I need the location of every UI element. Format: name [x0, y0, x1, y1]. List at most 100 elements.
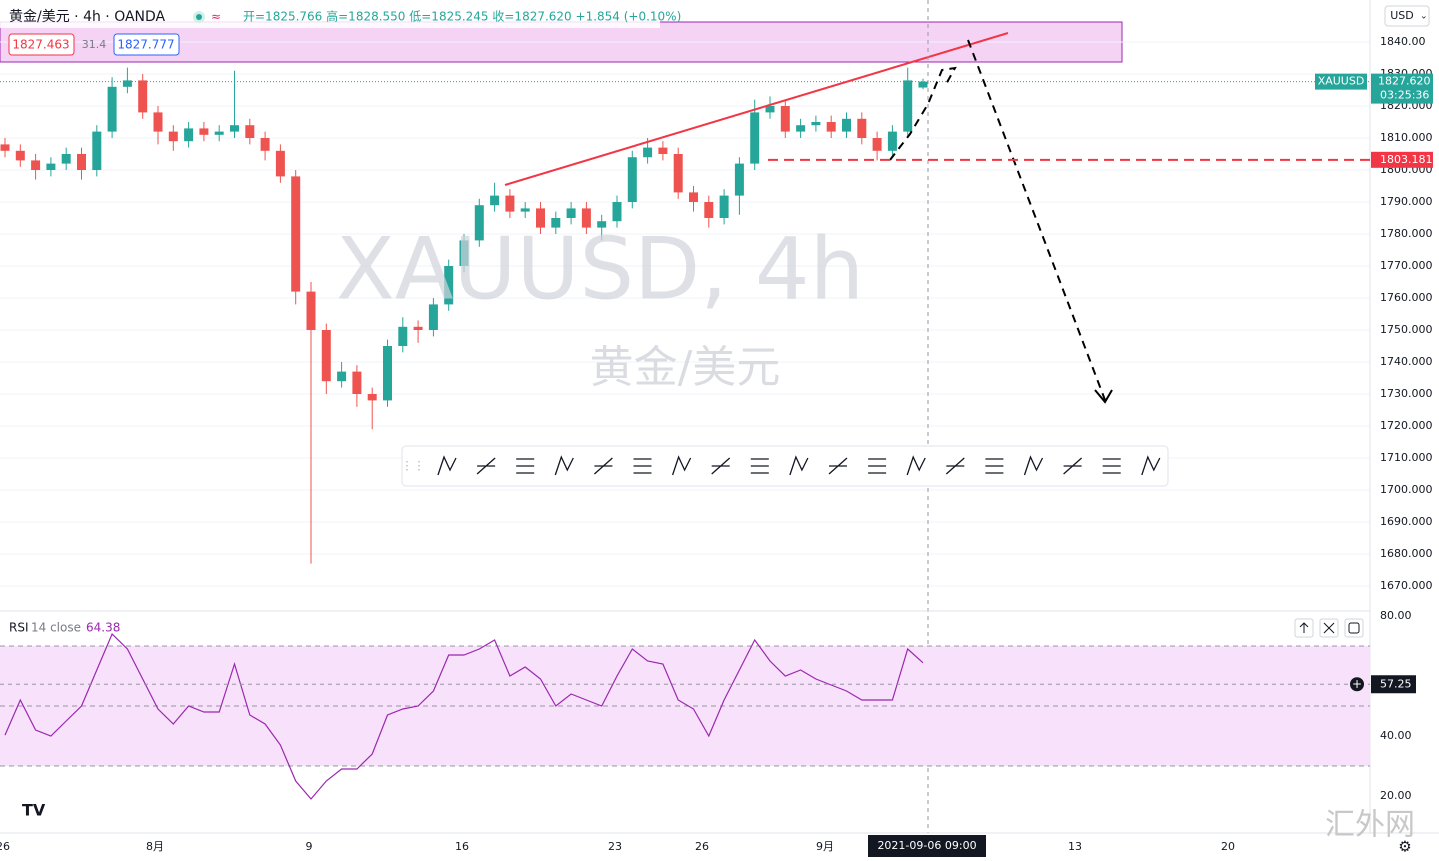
arrow-head: [1094, 389, 1113, 404]
tool-icon: [1063, 457, 1083, 475]
x-tick-label: 26: [695, 840, 709, 853]
tool-button[interactable]: [510, 451, 540, 481]
candle-body: [658, 147, 668, 154]
currency[interactable]: USD: [1390, 9, 1414, 22]
bid[interactable]: 1827.463: [12, 38, 69, 52]
currency-button[interactable]: [1384, 5, 1430, 27]
candle-body: [719, 195, 729, 218]
candle-body: [337, 371, 347, 382]
x-tick-label: 23: [608, 840, 622, 853]
candle-body: [107, 86, 117, 132]
tool-hit[interactable]: [784, 451, 814, 481]
candle-body: [673, 154, 683, 193]
legend-bg: [0, 4, 660, 28]
candle-body: [352, 371, 362, 394]
candle-body: [138, 80, 148, 113]
tool-hit[interactable]: [901, 451, 931, 481]
candle-body: [168, 131, 178, 142]
tool-hit[interactable]: [1019, 451, 1049, 481]
y-tick-label: 1760.000: [1380, 291, 1433, 304]
tool-button[interactable]: [745, 451, 775, 481]
candle-body: [872, 138, 882, 151]
tool-icon: [1023, 455, 1044, 476]
candle-body: [306, 291, 316, 330]
site-watermark: 汇外网: [1325, 808, 1415, 843]
trend-line: [504, 32, 1009, 186]
pane-controls: [1294, 618, 1364, 638]
x-tick-label: 9月: [816, 840, 834, 853]
tool-hit[interactable]: [549, 451, 579, 481]
rsi-legend: RSI: [9, 621, 29, 635]
x-tick-label: 16: [455, 840, 469, 853]
tool-button[interactable]: [979, 451, 1009, 481]
logo[interactable]: TV: [22, 801, 46, 820]
tool-button[interactable]: [432, 451, 462, 481]
candle-body: [903, 80, 913, 132]
candle-body: [245, 125, 255, 138]
tool-button[interactable]: [471, 451, 501, 481]
tool-button[interactable]: [940, 451, 970, 481]
x-tick-label: 9: [306, 840, 313, 853]
pane-maximize[interactable]: [1344, 618, 1364, 638]
tool-icon: [789, 455, 809, 476]
level-badge: [1371, 151, 1433, 168]
y-tick-label: 1790.000: [1380, 195, 1433, 208]
tool-button[interactable]: [1019, 451, 1049, 481]
candle-body: [184, 128, 194, 142]
candle-body: [689, 192, 698, 202]
tool-button[interactable]: [901, 451, 931, 481]
tool-button[interactable]: [784, 451, 814, 481]
tool-hit[interactable]: [667, 451, 697, 481]
tool-button[interactable]: [823, 451, 853, 481]
y-tick-label: 1730.000: [1380, 387, 1433, 400]
candle-body: [704, 202, 714, 218]
symbol[interactable]: 黄金/美元 · 4h · OANDA: [9, 8, 166, 25]
x-tick-label: 20: [1221, 840, 1235, 853]
rsi-tick-label: 20.00: [1380, 789, 1412, 802]
rsi-tick-label: 40.00: [1380, 729, 1412, 742]
y-tick-label: 1780.000: [1380, 227, 1433, 240]
candle-body: [230, 125, 239, 132]
tool-icon: [1141, 455, 1161, 476]
candle-body: [0, 144, 10, 151]
icon: [1299, 622, 1309, 633]
settings[interactable]: ⚙: [1398, 838, 1411, 856]
add-button[interactable]: [1350, 677, 1364, 692]
tool-button[interactable]: [588, 451, 618, 481]
price-badge: [1371, 73, 1433, 104]
x-tick-label: 8月: [146, 840, 164, 853]
tool-button[interactable]: [706, 451, 736, 481]
tool-icon: [516, 458, 535, 474]
tool-icon: [985, 458, 1004, 474]
tool-button[interactable]: [628, 451, 658, 481]
tool-button[interactable]: [1136, 451, 1166, 481]
tool-hit[interactable]: [432, 451, 462, 481]
tool-icon: [476, 457, 496, 475]
candle-body: [750, 112, 760, 164]
candle-body: [857, 118, 867, 138]
symbol-badge-text: XAUUSD: [1318, 75, 1365, 88]
tool-icon: [906, 455, 926, 476]
tool-button[interactable]: [549, 451, 579, 481]
y-tick-label: 1740.000: [1380, 355, 1433, 368]
status: [196, 14, 202, 20]
ask[interactable]: 1827.777: [117, 38, 174, 52]
x-tick-label: 26: [0, 840, 10, 853]
tool-button[interactable]: [1097, 451, 1127, 481]
candle-body: [92, 131, 102, 170]
tool-button[interactable]: [1058, 451, 1088, 481]
candle-body: [459, 240, 469, 266]
buy-button[interactable]: [113, 33, 180, 56]
y-tick-label: 1670.000: [1380, 579, 1433, 592]
tool-button[interactable]: [862, 451, 892, 481]
caret[interactable]: ⌄: [1420, 12, 1428, 22]
tool-button[interactable]: [667, 451, 697, 481]
sell-button[interactable]: [8, 33, 75, 56]
candle-body: [428, 304, 438, 330]
tool-icon: [437, 455, 457, 476]
candle-body: [122, 80, 132, 87]
candle-body: [61, 154, 71, 164]
tool-icon: [750, 458, 769, 474]
tool-hit[interactable]: [1136, 451, 1166, 481]
candle-body: [15, 150, 25, 161]
